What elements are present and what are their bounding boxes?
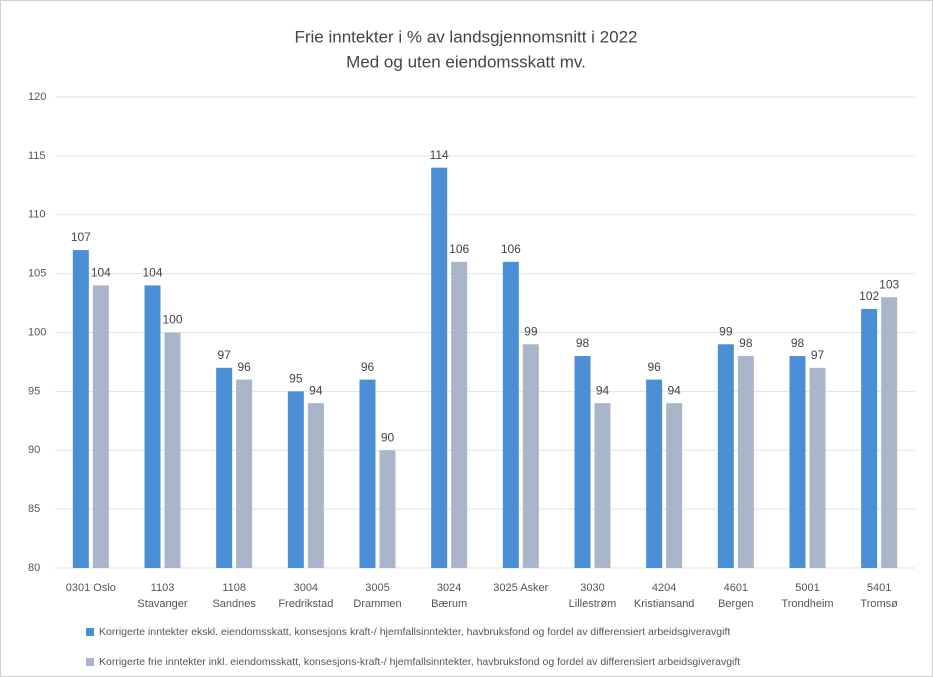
bar xyxy=(861,308,878,568)
x-tick-label-line: Bergen xyxy=(718,598,753,610)
x-tick-label: 3004 Fredrikstad xyxy=(278,582,333,610)
chart-title: Frie inntekter i % av landsgjennomsnitt … xyxy=(294,27,637,46)
bar xyxy=(881,297,898,568)
data-label: 99 xyxy=(719,324,733,338)
bar xyxy=(379,450,396,568)
x-tick-label: 5001 Trondheim xyxy=(781,582,833,610)
data-label: 106 xyxy=(449,242,469,256)
x-tick-label-line: Trondheim xyxy=(781,598,833,610)
x-tick-label-line: Stavanger xyxy=(137,598,187,610)
x-tick-label-line: 3030 xyxy=(580,582,604,594)
data-label: 96 xyxy=(237,360,251,374)
data-label: 97 xyxy=(217,348,231,362)
legend-label: Korrigerte inntekter ekskl. eiendomsskat… xyxy=(99,626,730,638)
y-tick-label: 90 xyxy=(28,444,40,456)
bar xyxy=(236,379,253,568)
data-label: 102 xyxy=(859,289,879,303)
x-tick-label-line: 1108 xyxy=(222,582,246,594)
x-tick-label: 3005 Drammen xyxy=(353,582,401,610)
x-tick-label: 3030 Lillestrøm xyxy=(569,582,617,610)
x-tick-label-line: Sandnes xyxy=(212,598,256,610)
x-tick-label: 1108 Sandnes xyxy=(212,582,256,610)
x-tick-label-line: Drammen xyxy=(353,598,401,610)
x-tick-label-line: 3004 xyxy=(294,582,318,594)
bar xyxy=(144,285,161,568)
data-label: 95 xyxy=(289,372,303,386)
bar xyxy=(594,403,611,568)
bar xyxy=(164,332,181,568)
y-tick-label: 100 xyxy=(28,326,46,338)
bar xyxy=(287,391,304,568)
x-tick-label-line: Kristiansand xyxy=(634,598,695,610)
data-label: 98 xyxy=(576,336,590,350)
data-label: 100 xyxy=(162,313,182,327)
y-tick-label: 120 xyxy=(28,91,46,103)
data-label: 103 xyxy=(879,277,899,291)
legend-swatch xyxy=(86,628,94,636)
data-label: 104 xyxy=(142,266,162,280)
data-label: 97 xyxy=(811,348,825,362)
x-tick-label: 3025 Asker xyxy=(493,582,548,594)
x-tick-label: 3024 Bærum xyxy=(431,582,467,610)
y-tick-label: 110 xyxy=(28,209,46,221)
bar xyxy=(359,379,376,568)
bar xyxy=(574,356,591,568)
bar xyxy=(809,367,826,568)
x-tick-label: 0301 Oslo xyxy=(66,582,116,594)
bar xyxy=(737,356,754,568)
y-tick-label: 115 xyxy=(28,150,46,162)
data-label: 107 xyxy=(71,230,91,244)
bar xyxy=(431,167,448,568)
data-label: 96 xyxy=(361,360,375,374)
data-label: 98 xyxy=(739,336,753,350)
x-tick-label-line: 5401 xyxy=(867,582,891,594)
bar xyxy=(72,250,89,568)
x-tick-label-line: 3025 Asker xyxy=(493,582,548,594)
bar xyxy=(522,344,539,568)
x-tick-label-line: 3005 xyxy=(365,582,389,594)
bar xyxy=(92,285,109,568)
bar xyxy=(451,261,468,568)
data-label: 106 xyxy=(501,242,521,256)
legend-label: Korrigerte frie inntekter inkl. eiendoms… xyxy=(99,656,740,668)
data-label: 114 xyxy=(430,148,449,162)
x-tick-label-line: Lillestrøm xyxy=(569,598,617,610)
x-tick-label-line: 4601 xyxy=(724,582,748,594)
x-tick-label-line: 3024 xyxy=(437,582,461,594)
bar xyxy=(666,403,683,568)
legend-swatch xyxy=(86,658,94,666)
y-tick-label: 85 xyxy=(28,503,40,515)
y-tick-label: 95 xyxy=(28,385,40,397)
data-label: 104 xyxy=(91,266,111,280)
data-label: 94 xyxy=(667,383,681,397)
bar xyxy=(307,403,324,568)
x-tick-label-line: Bærum xyxy=(431,598,467,610)
y-tick-label: 105 xyxy=(28,268,46,280)
data-label: 94 xyxy=(596,383,610,397)
data-label: 90 xyxy=(381,430,395,444)
x-tick-label-line: 1103 xyxy=(151,582,175,594)
bar xyxy=(502,261,519,568)
x-tick-label-line: 0301 Oslo xyxy=(66,582,116,594)
bar xyxy=(789,356,806,568)
x-tick-label: 1103 Stavanger xyxy=(137,582,187,610)
data-label: 99 xyxy=(524,324,538,338)
x-tick-label: 4204 Kristiansand xyxy=(634,582,695,610)
data-label: 96 xyxy=(647,360,661,374)
x-tick-label-line: 5001 xyxy=(795,582,819,594)
y-tick-label: 80 xyxy=(28,562,40,574)
data-label: 98 xyxy=(791,336,805,350)
x-tick-label: 5401 Tromsø xyxy=(860,582,898,610)
chart-subtitle: Med og uten eiendomsskatt mv. xyxy=(346,52,586,71)
x-tick-label-line: 4204 xyxy=(652,582,676,594)
bar xyxy=(216,367,233,568)
x-tick-label-line: Tromsø xyxy=(860,598,898,610)
bar xyxy=(717,344,734,568)
x-tick-label-line: Fredrikstad xyxy=(278,598,333,610)
bar xyxy=(646,379,663,568)
data-label: 94 xyxy=(309,383,323,397)
x-tick-label: 4601 Bergen xyxy=(718,582,753,610)
